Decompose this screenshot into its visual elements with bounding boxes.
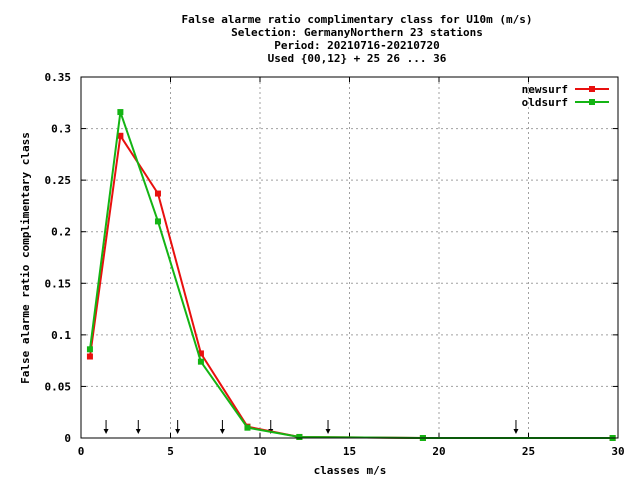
title-line-3: Period: 20210716-20210720	[274, 39, 440, 52]
class-boundary-arrow	[135, 420, 141, 434]
y-tick-label: 0.25	[45, 174, 72, 187]
data-point-oldsurf	[244, 424, 251, 431]
data-point-newsurf	[154, 190, 161, 197]
x-tick-label: 20	[432, 445, 445, 458]
data-point-newsurf	[86, 353, 93, 360]
data-point-oldsurf	[154, 218, 161, 225]
data-point-oldsurf	[197, 358, 204, 365]
data-point-oldsurf	[117, 109, 124, 116]
legend-marker-newsurf	[589, 86, 595, 92]
title-line-1: False alarme ratio complimentary class f…	[182, 13, 533, 26]
x-tick-label: 15	[343, 445, 356, 458]
plot-frame	[80, 76, 619, 439]
data-point-oldsurf	[296, 433, 303, 440]
y-tick-label: 0.35	[45, 71, 72, 84]
data-point-oldsurf	[86, 346, 93, 353]
legend-marker-oldsurf	[589, 99, 595, 105]
class-boundary-arrow	[219, 420, 225, 434]
y-tick-label: 0.1	[51, 329, 71, 342]
y-tick-label: 0	[64, 432, 71, 445]
data-point-newsurf	[197, 350, 204, 357]
title-line-4: Used {00,12} + 25 26 ... 36	[268, 52, 447, 65]
class-boundary-arrow	[103, 420, 109, 434]
y-tick-label: 0.3	[51, 123, 71, 136]
class-boundary-arrow	[175, 420, 181, 434]
x-tick-label: 0	[78, 445, 85, 458]
grid	[81, 77, 618, 438]
x-tick-label: 25	[522, 445, 535, 458]
y-tick-label: 0.2	[51, 226, 71, 239]
x-tick-label: 5	[167, 445, 174, 458]
y-tick-label: 0.15	[45, 277, 72, 290]
class-boundary-arrows	[103, 420, 519, 434]
series-line-newsurf	[89, 133, 613, 439]
x-tick-label: 30	[611, 445, 624, 458]
data-point-newsurf	[117, 132, 124, 139]
series-lines	[86, 109, 616, 441]
class-boundary-arrow	[325, 420, 331, 434]
title-line-2: Selection: GermanyNorthern 23 stations	[231, 26, 483, 39]
legend-label-oldsurf: oldsurf	[522, 96, 568, 109]
y-tick-label: 0.05	[45, 380, 72, 393]
class-boundary-arrow	[513, 420, 519, 434]
chart-title: False alarme ratio complimentary class f…	[182, 13, 533, 65]
y-axis-label: False alarme ratio complimentary class	[19, 132, 32, 384]
axis-ticks: 0 5 10 15 20 25 30 0 0.05 0.1 0.15 0.2 0.25 0.3 0.35	[45, 71, 625, 458]
x-axis-label: classes m/s	[314, 464, 387, 477]
series-line-oldsurf	[89, 111, 613, 439]
legend-label-newsurf: newsurf	[522, 83, 568, 96]
x-tick-label: 10	[253, 445, 266, 458]
